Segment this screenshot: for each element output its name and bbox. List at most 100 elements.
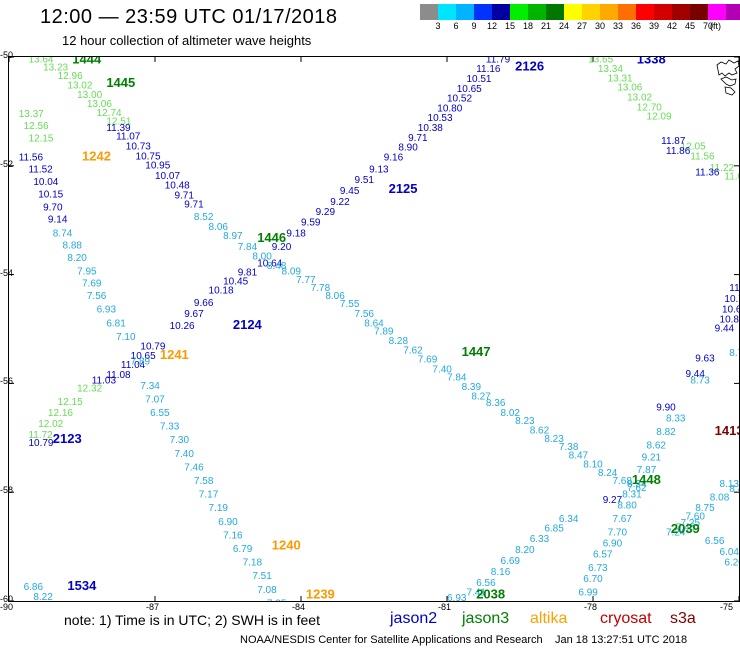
color-swatch (672, 4, 690, 20)
map-plot-area: 13.64 13.23 12.96 13.02 13.00 13.06 12.74 12.51… (8, 56, 740, 602)
wave-height-value: 8.09 (282, 267, 302, 278)
wave-height-value: 9.59 (301, 218, 321, 229)
wave-height-value: 6.81 (106, 318, 126, 329)
wave-height-value: 7.84 (238, 242, 258, 253)
latitude-label: -58 (0, 485, 14, 496)
wave-height-value: 13.06 (617, 83, 642, 94)
wave-height-value: 7.69 (82, 279, 102, 290)
wave-height-value: 7.60 (685, 511, 705, 522)
pass-time-label: 1444 (72, 57, 102, 67)
wave-height-value: 7.62 (627, 483, 647, 494)
wave-height-value: 9.71 (174, 190, 194, 201)
color-tick-label: 33 (612, 21, 623, 31)
wave-height-value: 6.70 (583, 574, 603, 585)
latitude-label: -56 (0, 376, 14, 387)
color-scale-unit: (ft) (710, 21, 721, 31)
wave-height-value: 12.96 (58, 71, 83, 82)
wave-height-value: 11.52 (28, 164, 53, 175)
longitude-label: -90 (0, 602, 14, 612)
credit-text: NOAA/NESDIS Center for Satellite Applica… (240, 634, 543, 646)
wave-height-value: 6.93 (447, 593, 467, 601)
wave-height-value: 8.39 (462, 382, 482, 393)
wave-height-value: 9.63 (695, 354, 715, 365)
latitude-label: -54 (0, 267, 14, 278)
wave-height-value: 8.47 (569, 450, 589, 461)
wave-height-value: 10.52 (447, 94, 472, 105)
note-text: note: 1) Time is in UTC; 2) SWH is in fe… (64, 612, 320, 628)
wave-height-value: 7.67 (612, 514, 632, 525)
wave-height-value: 7.18 (243, 558, 263, 569)
wave-height-value: 11.39 (106, 123, 131, 134)
wave-height-value: 9.66 (194, 298, 214, 309)
wave-height-value: 8.52 (194, 212, 214, 223)
wave-height-value: 6.69 (501, 556, 521, 567)
pass-time-label: 2123 (53, 431, 82, 446)
wave-height-value: 9.71 (408, 133, 428, 144)
wave-height-value: 8.90 (398, 143, 418, 154)
wave-height-value: 6.99 (578, 588, 598, 599)
wave-height-value: 6.85 (544, 523, 564, 534)
wave-height-value: 7.55 (340, 299, 360, 310)
wave-height-value: 6.90 (218, 517, 238, 528)
pass-time-label: 1534 (67, 578, 97, 593)
latitude-label: -60 (0, 594, 14, 604)
wave-height-value: 10.71 (724, 294, 739, 305)
coastline-mark (716, 59, 739, 96)
color-tick-label: 12 (486, 21, 497, 31)
wave-height-value: 6.33 (530, 534, 550, 545)
timestamp-text: Jan 18 13:27:51 UTC 2018 (555, 634, 688, 646)
wave-height-value: 13.31 (608, 73, 633, 84)
wave-height-value: 7.35 (267, 598, 287, 601)
color-swatch (510, 4, 528, 20)
wave-height-value: 6.55 (150, 408, 170, 419)
wave-height-value: 12.56 (24, 121, 49, 132)
wave-height-value: 11.36 (695, 168, 720, 179)
pass-time-label: 1445 (106, 75, 135, 90)
wave-height-value: 9.90 (656, 403, 676, 414)
latitude-label: -50 (0, 50, 14, 60)
pass-time-label: 1448 (632, 472, 661, 487)
wave-height-value: 7.95 (77, 267, 97, 278)
wave-height-value: 7.17 (199, 490, 219, 501)
wave-height-value: 11.56 (19, 152, 44, 163)
color-tick-label: 9 (471, 21, 477, 31)
color-swatch (636, 4, 654, 20)
wave-height-value: 7.07 (145, 394, 165, 405)
wave-height-value: 11.72 (28, 430, 53, 441)
wave-height-value: 8.24 (598, 468, 618, 479)
color-swatch (654, 4, 672, 20)
wave-height-value: 10.80 (437, 103, 462, 114)
wave-height-value: 6.79 (233, 544, 253, 555)
pass-time-label: 1240 (272, 537, 301, 552)
wave-height-value: 6.56 (705, 536, 725, 547)
color-tick-label: 36 (630, 21, 641, 31)
color-swatch (456, 4, 474, 20)
wave-height-value: 7.40 (432, 365, 452, 376)
wave-height-value: 9.21 (642, 453, 662, 464)
wave-height-value: 12.74 (97, 108, 122, 119)
color-tick-label: 24 (558, 21, 569, 31)
wave-height-value: 7.24 (666, 528, 686, 539)
wave-height-value: 8.20 (515, 545, 535, 556)
wave-height-value: 8.97 (223, 231, 243, 242)
wave-height-value: 11.03 (92, 375, 117, 386)
wave-height-value: 13.65 (588, 57, 613, 65)
wave-height-value: 9.44 (685, 369, 705, 380)
color-swatch (690, 4, 708, 20)
altimeter-tracks: 13.6413.2312.9613.0213.0013.0612.7412.51… (19, 57, 739, 601)
wave-height-value: 12.16 (48, 408, 73, 419)
color-tick-label: 30 (594, 21, 605, 31)
axis-ticks (9, 57, 739, 601)
color-swatch (600, 4, 618, 20)
wave-height-value: 10.95 (145, 161, 170, 172)
wave-height-value: 7.78 (311, 283, 331, 294)
wave-height-value: 9.44 (715, 324, 735, 335)
wave-height-value: 11.08 (106, 370, 131, 381)
wave-height-value: 7.10 (116, 332, 136, 343)
longitude-label: -75 (720, 602, 734, 612)
wave-height-value: 13.06 (87, 99, 112, 110)
wave-height-value: 8.00 (252, 251, 272, 262)
color-tick-label: 15 (504, 21, 515, 31)
longitude-label: -81 (438, 602, 452, 612)
wave-height-value: 9.45 (340, 186, 360, 197)
